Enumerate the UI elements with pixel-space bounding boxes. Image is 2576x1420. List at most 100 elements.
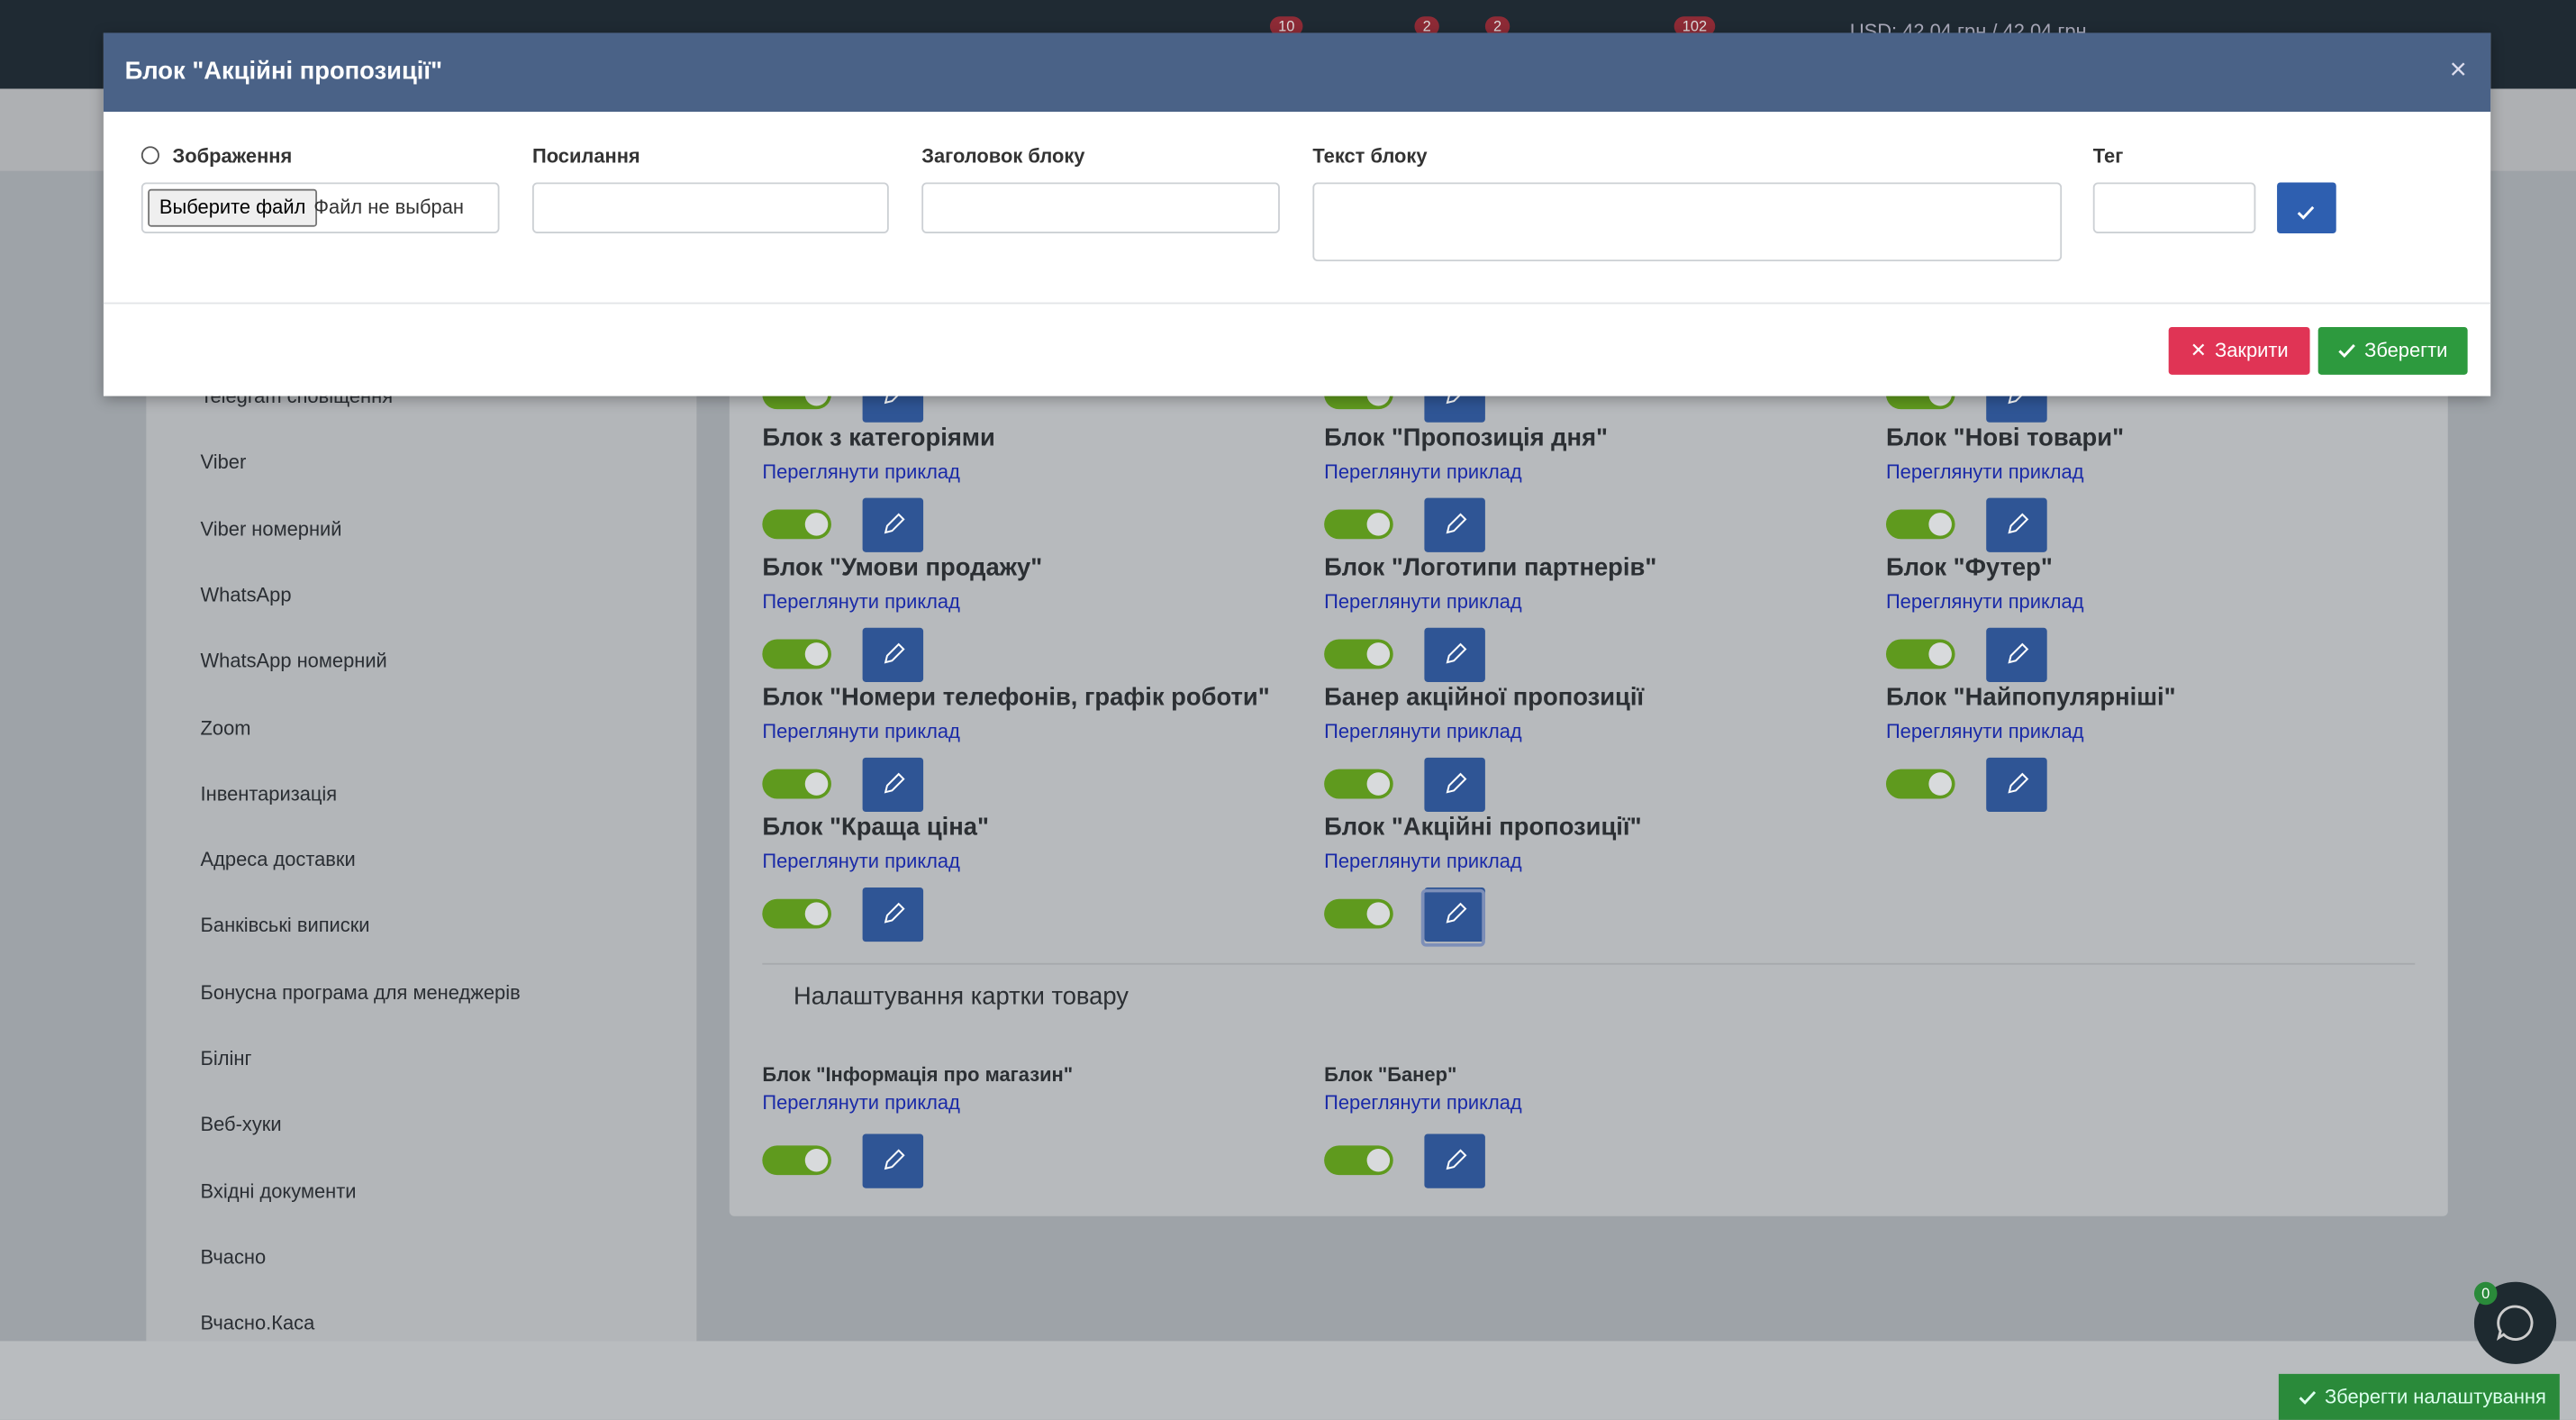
toggle[interactable] xyxy=(762,1145,831,1176)
edit-button[interactable] xyxy=(1424,497,1485,552)
toggle[interactable] xyxy=(1885,509,1955,540)
footer-bar xyxy=(0,1341,2576,1420)
sidebar-item[interactable]: Веб-хуки xyxy=(200,1113,282,1136)
check-icon xyxy=(2297,206,2315,221)
text-input[interactable] xyxy=(921,182,1280,234)
example-link[interactable]: Переглянути приклад xyxy=(762,589,960,614)
toggle[interactable] xyxy=(1324,769,1393,799)
block-title: Блок "Нові товари" xyxy=(1885,423,2125,452)
block-title: Блок "Умови продажу" xyxy=(762,553,1043,582)
edit-button[interactable] xyxy=(862,627,924,682)
badge: 10 xyxy=(1269,16,1303,37)
toggle[interactable] xyxy=(762,769,831,799)
block-title: Блок "Футер" xyxy=(1885,553,2053,582)
modal-title: Блок "Акційні пропозиції" xyxy=(124,57,443,86)
example-link[interactable]: Переглянути приклад xyxy=(1885,460,2084,484)
modal-close[interactable]: × xyxy=(2449,52,2467,86)
sidebar-item[interactable]: Viber номерний xyxy=(200,516,342,541)
chat-badge: 0 xyxy=(2473,1281,2498,1306)
badge: 2 xyxy=(1484,16,1510,37)
modal-divider xyxy=(103,302,2491,305)
sidebar-item[interactable]: Банківські виписки xyxy=(200,914,370,938)
block-title: Блок "Краща ціна" xyxy=(762,813,990,842)
file-button[interactable]: Выберите файл xyxy=(148,188,318,227)
edit-button[interactable] xyxy=(1986,627,2047,682)
pencil-icon xyxy=(884,1149,905,1170)
example-link[interactable]: Переглянути приклад xyxy=(762,850,960,873)
block-title: Блок "Пропозиція дня" xyxy=(1324,423,1609,452)
button-text: Зберегти налаштування xyxy=(2324,1385,2546,1409)
toggle[interactable] xyxy=(1324,1145,1393,1176)
block-title: Блок "Акційні пропозиції" xyxy=(1324,813,1642,842)
edit-button[interactable] xyxy=(1986,497,2047,552)
edit-button[interactable] xyxy=(862,497,924,552)
example-link[interactable]: Переглянути приклад xyxy=(1324,1091,1522,1115)
toggle[interactable] xyxy=(762,639,831,669)
sidebar-item[interactable]: Інвентаризація xyxy=(200,781,338,806)
close-button[interactable]: ✕ Закрити xyxy=(2168,326,2310,375)
confirm-button[interactable] xyxy=(2277,182,2336,234)
toggle[interactable] xyxy=(762,898,831,929)
sidebar-item[interactable]: Бонусна програма для менеджерів xyxy=(200,980,521,1004)
toggle[interactable] xyxy=(1324,639,1393,669)
field-label: Текст блоку xyxy=(1312,144,1428,168)
edit-button[interactable] xyxy=(1424,757,1485,813)
pencil-icon xyxy=(1446,1149,1467,1170)
example-link[interactable]: Переглянути приклад xyxy=(1885,719,2084,743)
pencil-icon xyxy=(1446,642,1467,664)
x-icon: ✕ xyxy=(2190,338,2207,362)
edit-button[interactable] xyxy=(1424,627,1485,682)
check-icon xyxy=(2338,344,2356,359)
badge: 2 xyxy=(1414,16,1439,37)
help-icon xyxy=(141,146,159,165)
save-button[interactable]: Зберегти xyxy=(2317,326,2468,375)
toggle[interactable] xyxy=(762,509,831,540)
block-title: Блок "Найпопулярніші" xyxy=(1885,683,2176,712)
example-link[interactable]: Переглянути приклад xyxy=(1324,719,1522,743)
example-link[interactable]: Переглянути приклад xyxy=(762,460,960,484)
block-title: Блок "Номери телефонів, графік роботи" xyxy=(762,683,1270,712)
pencil-icon xyxy=(1446,513,1467,534)
edit-button[interactable] xyxy=(862,757,924,813)
block-title: Блок "Інформація про магазин" xyxy=(762,1063,1074,1087)
example-link[interactable]: Переглянути приклад xyxy=(1324,589,1522,614)
sidebar-item[interactable]: WhatsApp xyxy=(200,583,292,606)
edit-button[interactable] xyxy=(862,1133,924,1188)
text-input[interactable] xyxy=(2092,182,2256,234)
toggle[interactable] xyxy=(1885,639,1955,669)
edit-button[interactable] xyxy=(1986,757,2047,813)
example-link[interactable]: Переглянути приклад xyxy=(1885,589,2084,614)
edit-button[interactable] xyxy=(1424,887,1485,942)
sidebar-item[interactable]: Адреса доставки xyxy=(200,848,356,871)
save-settings-button[interactable]: Зберегти налаштування xyxy=(2278,1373,2560,1420)
button-text: Зберегти xyxy=(2364,338,2448,362)
sidebar-item[interactable]: Viber xyxy=(200,451,247,474)
example-link[interactable]: Переглянути приклад xyxy=(762,1091,960,1115)
toggle[interactable] xyxy=(1324,898,1393,929)
edit-button[interactable] xyxy=(862,887,924,942)
modal: Блок "Акційні пропозиції" × Зображення Выбе… xyxy=(103,32,2491,396)
sidebar-item[interactable]: Вхідні документи xyxy=(200,1179,357,1203)
text-input[interactable] xyxy=(1312,182,2063,262)
pencil-icon xyxy=(2008,513,2029,534)
sidebar-item[interactable]: Вчасно.Каса xyxy=(200,1311,315,1335)
toggle[interactable] xyxy=(1324,509,1393,540)
pencil-icon xyxy=(884,772,905,794)
sidebar-item[interactable]: Zoom xyxy=(200,715,251,739)
example-link[interactable]: Переглянути приклад xyxy=(1324,850,1522,873)
pencil-icon xyxy=(1446,902,1467,924)
sidebar-item[interactable]: WhatsApp номерний xyxy=(200,649,387,673)
edit-button[interactable] xyxy=(1424,1133,1485,1188)
sidebar-item[interactable]: Вчасно xyxy=(200,1245,267,1269)
field-label: Зображення xyxy=(172,144,293,168)
example-link[interactable]: Переглянути приклад xyxy=(1324,460,1522,484)
field-label: Заголовок блоку xyxy=(921,144,1085,168)
active-outline xyxy=(1420,888,1485,947)
text-input[interactable] xyxy=(531,182,889,234)
block-title: Банер акційної пропозиції xyxy=(1324,683,1645,712)
divider xyxy=(762,962,2416,965)
example-link[interactable]: Переглянути приклад xyxy=(762,719,960,743)
sidebar-item[interactable]: Білінг xyxy=(200,1046,252,1070)
toggle[interactable] xyxy=(1885,769,1955,799)
